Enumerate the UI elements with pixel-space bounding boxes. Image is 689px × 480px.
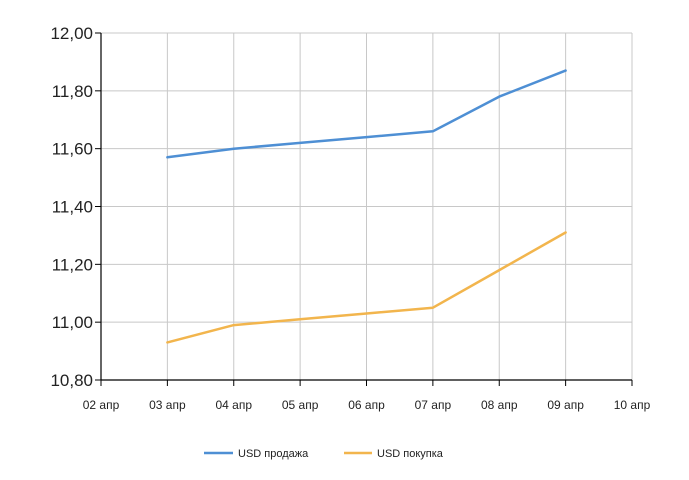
y-tick-label: 11,40 — [52, 198, 93, 217]
series-line-2 — [166, 231, 567, 344]
x-tick-label: 09 апр — [547, 398, 584, 412]
y-tick-label: 11,80 — [52, 82, 93, 101]
axes: 10,80 11,00 11,20 11,40 11,60 11,80 12,00 02 ап… — [50, 24, 650, 412]
legend-label: USD продажа — [238, 448, 309, 460]
series-line-1 — [166, 69, 567, 159]
x-tick-label: 08 апр — [481, 398, 518, 412]
x-tick-label: 06 апр — [348, 398, 385, 412]
y-tick-label: 11,20 — [52, 255, 93, 274]
data-series — [166, 69, 567, 344]
x-tick-label: 02 апр — [83, 398, 120, 412]
x-tick-label: 04 апр — [215, 398, 252, 412]
legend-label: USD покупка — [377, 448, 444, 460]
y-tick-label: 11,60 — [52, 140, 93, 159]
grid-lines — [101, 32, 633, 380]
y-tick-label: 11,00 — [52, 313, 93, 332]
x-tick-label: 05 апр — [282, 398, 319, 412]
legend: USD продажа USD покупка — [204, 448, 444, 460]
x-tick-label: 10 апр — [614, 398, 651, 412]
y-tick-label: 12,00 — [50, 24, 93, 43]
y-tick-label: 10,80 — [50, 371, 93, 390]
x-tick-label: 03 апр — [149, 398, 186, 412]
x-tick-label: 07 апр — [415, 398, 452, 412]
